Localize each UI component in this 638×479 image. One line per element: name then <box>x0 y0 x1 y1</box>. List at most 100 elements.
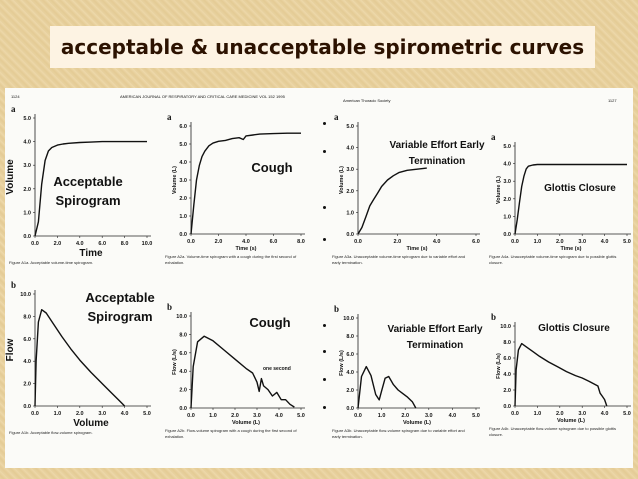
y-tick-label: 3.0 <box>346 167 354 173</box>
right-page-number: 1127 <box>608 98 617 103</box>
x-tick-label: 0.0 <box>31 241 39 247</box>
x-axis-label: Volume (L) <box>403 420 431 426</box>
x-tick-label: 1.0 <box>534 239 542 245</box>
page-bullet <box>323 324 326 327</box>
y-tick-label: 6.0 <box>503 356 511 362</box>
y-tick-label: 0.0 <box>503 232 511 238</box>
y-tick-label: 8.0 <box>179 332 187 338</box>
y-axis-label: Volume (L) <box>339 166 345 194</box>
figure-caption: Figure A4b. Unacceptable flow-volume spi… <box>489 426 616 437</box>
x-tick-label: 1.0 <box>378 413 386 419</box>
y-tick-label: 2.0 <box>23 382 31 388</box>
x-tick-label: 0.0 <box>354 239 362 245</box>
x-tick-label: 5.0 <box>143 411 151 417</box>
panel-letter: a <box>11 104 16 114</box>
x-tick-label: 6.0 <box>270 239 278 245</box>
chart-panel-8: 0.0 1.0 2.0 3.0 4.0 5.0 0.0 2.0 4.0 6.0 8.0 10.0 Vol… <box>491 312 631 424</box>
y-tick-label: 2.0 <box>503 388 511 394</box>
x-tick-label: 4.0 <box>242 239 250 245</box>
x-tick-label: 5.0 <box>623 411 631 417</box>
x-tick-label: 4.0 <box>121 411 129 417</box>
x-axis-label: Time (s) <box>236 246 257 252</box>
figure-caption: Figure A3a. Unacceptable volume-time spi… <box>332 254 466 265</box>
figure-caption: Figure A4a. Unacceptable volume-time spi… <box>489 254 617 265</box>
series-line <box>190 335 295 409</box>
left-page-number: 1124 <box>11 94 20 99</box>
series-line <box>34 140 147 237</box>
x-tick-label: 8.0 <box>297 239 305 245</box>
y-tick-label: 2.0 <box>346 388 354 394</box>
x-tick-label: 4.0 <box>601 411 609 417</box>
x-tick-label: 1.0 <box>534 411 542 417</box>
x-tick-label: 4.0 <box>433 239 441 245</box>
x-tick-label: 1.0 <box>209 413 217 419</box>
chart-panel-2: 0.0 2.0 4.0 6.0 8.0 0.0 1.0 2.0 3.0 4.0 5.0 6.0 Time… <box>167 112 305 252</box>
x-tick-label: 5.0 <box>297 413 305 419</box>
y-tick-label: 6.0 <box>23 337 31 343</box>
y-tick-label: 6.0 <box>179 124 187 130</box>
y-tick-label: 4.0 <box>503 372 511 378</box>
curve-annotation: Variable Effort Early Termination <box>389 140 485 167</box>
x-tick-label: 2.0 <box>556 411 564 417</box>
x-axis-label: Time <box>79 248 103 259</box>
chart-panel-7: 0.0 1.0 2.0 3.0 4.0 5.0 0.0 2.0 4.0 6.0 8.0 10.0 Vol… <box>334 304 480 426</box>
panel-letter: b <box>11 280 16 290</box>
y-tick-label: 3.0 <box>23 163 31 169</box>
x-tick-label: 2.0 <box>76 411 84 417</box>
y-axis-label: Volume (L) <box>172 166 178 194</box>
x-tick-label: 0.0 <box>187 239 195 245</box>
one-second-annotation: one second <box>263 366 291 372</box>
x-tick-label: 0.0 <box>187 413 195 419</box>
x-tick-label: 3.0 <box>425 413 433 419</box>
panel-letter: b <box>334 304 339 314</box>
x-tick-label: 0.0 <box>354 413 362 419</box>
journal-page: 1124 AMERICAN JOURNAL OF RESPIRATORY AND… <box>5 88 633 468</box>
y-tick-label: 3.0 <box>503 179 511 185</box>
page-bullet <box>323 350 326 353</box>
y-tick-label: 10.0 <box>343 316 354 322</box>
y-tick-label: 4.0 <box>503 162 511 168</box>
series-line <box>514 163 627 235</box>
x-tick-label: 4.0 <box>275 413 283 419</box>
y-tick-label: 2.0 <box>179 196 187 202</box>
y-tick-label: 8.0 <box>503 340 511 346</box>
y-tick-label: 10.0 <box>176 314 187 320</box>
y-tick-label: 0.0 <box>23 404 31 410</box>
y-tick-label: 6.0 <box>346 352 354 358</box>
x-tick-label: 10.0 <box>142 241 153 247</box>
series-line <box>357 167 427 235</box>
panel-letter: a <box>334 112 339 122</box>
y-axis-label: Flow (L/s) <box>172 349 178 375</box>
y-tick-label: 4.0 <box>179 369 187 375</box>
figure-caption: Figure A2b. Flow-volume spirogram with a… <box>165 428 297 439</box>
x-axis-label: Time (s) <box>407 246 428 252</box>
x-tick-label: 3.0 <box>578 411 586 417</box>
x-tick-label: 6.0 <box>98 241 106 247</box>
chart-panel-5: 0.0 1.0 2.0 3.0 4.0 5.0 0.0 2.0 4.0 6.0 8.0 10.0 Vol… <box>5 280 151 429</box>
x-tick-label: 0.0 <box>511 239 519 245</box>
y-tick-label: 5.0 <box>346 124 354 130</box>
x-tick-label: 3.0 <box>98 411 106 417</box>
series-line <box>514 342 608 407</box>
title-box: acceptable & unacceptable spirometric cu… <box>50 26 595 68</box>
y-axis-label: Flow (L/s) <box>496 353 502 379</box>
y-tick-label: 0.0 <box>179 232 187 238</box>
slide-title: acceptable & unacceptable spirometric cu… <box>60 35 585 59</box>
y-axis-label: Flow (L/s) <box>339 350 345 376</box>
y-tick-label: 10.0 <box>20 292 31 298</box>
x-axis-label: Volume <box>73 418 109 429</box>
x-tick-label: 0.0 <box>31 411 39 417</box>
y-tick-label: 1.0 <box>503 214 511 220</box>
y-tick-label: 5.0 <box>503 144 511 150</box>
x-tick-label: 2.0 <box>401 413 409 419</box>
y-tick-label: 4.0 <box>23 359 31 365</box>
figure-caption: Figure A2a. Volume-time spirogram with a… <box>165 254 297 265</box>
x-tick-label: 3.0 <box>578 239 586 245</box>
curve-annotation: Glottis Closure <box>538 323 610 334</box>
y-tick-label: 8.0 <box>346 334 354 340</box>
series-line <box>34 309 126 407</box>
page-bullet <box>323 122 326 125</box>
y-tick-label: 2.0 <box>346 189 354 195</box>
curve-annotation: Acceptable Spirogram <box>85 290 155 324</box>
